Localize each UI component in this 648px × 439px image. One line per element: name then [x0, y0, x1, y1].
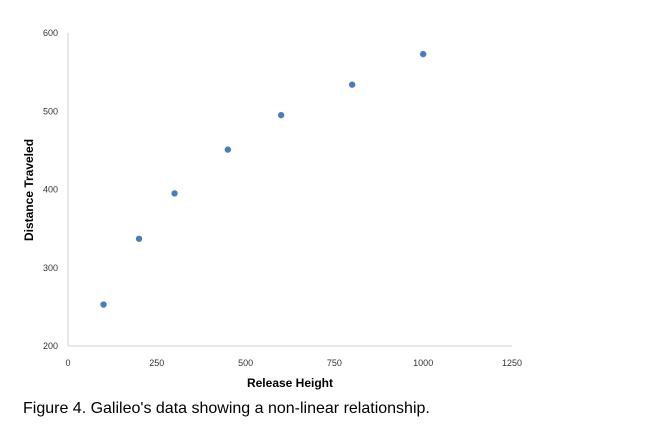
y-tick-label: 200 [43, 341, 58, 351]
data-points [100, 50, 427, 308]
y-tick-labels: 200 300 400 500 600 [43, 28, 58, 351]
scatter-chart: 200 300 400 500 600 0 250 500 750 1000 1250 Relea… [22, 28, 522, 390]
data-point [135, 235, 143, 242]
y-axis-title: Distance Traveled [22, 139, 36, 241]
x-tick-labels: 0 250 500 750 1000 1250 [65, 358, 522, 368]
data-point [348, 81, 356, 88]
figure-caption: Figure 4. Galileo's data showing a non-l… [23, 400, 430, 417]
x-tick-label: 1250 [502, 358, 522, 368]
x-tick-label: 1000 [413, 358, 433, 368]
data-point [277, 111, 285, 119]
x-axis-title: Release Height [247, 376, 333, 390]
y-tick-label: 600 [43, 28, 58, 38]
data-point [171, 190, 178, 197]
y-tick-label: 500 [43, 106, 58, 116]
x-tick-label: 750 [327, 358, 342, 368]
data-point [100, 301, 107, 308]
x-tick-label: 500 [238, 358, 253, 368]
data-point [420, 50, 427, 58]
y-tick-label: 400 [43, 185, 58, 195]
y-tick-label: 300 [43, 263, 58, 273]
data-point [224, 146, 232, 153]
x-tick-label: 250 [149, 358, 164, 368]
x-tick-label: 0 [65, 358, 70, 368]
